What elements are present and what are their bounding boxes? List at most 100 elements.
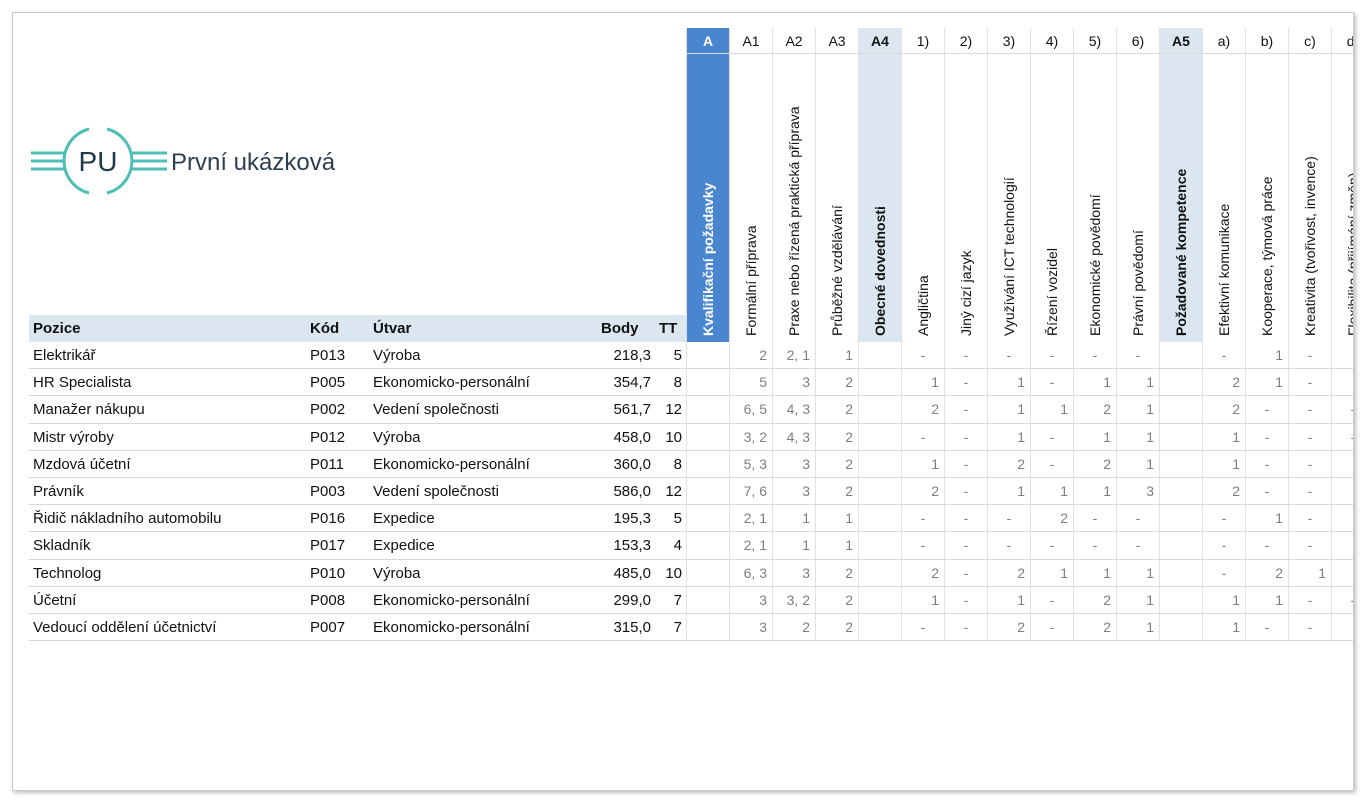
criterion-label-text: Ekonomické povědomí	[1087, 194, 1103, 336]
cell: P017	[306, 532, 369, 560]
cell: Skladník	[29, 532, 306, 560]
criterion-code: a)	[1202, 28, 1245, 54]
criterion-label: Praxe nebo řízená praktická příprava	[772, 54, 815, 342]
score-cell: 1	[987, 478, 1030, 506]
criterion-label: Využívání ICT technologií	[987, 54, 1030, 342]
score-cell: 1	[1116, 450, 1159, 478]
score-cell: -	[1073, 342, 1116, 370]
criterion-label: Průběžné vzdělávání	[815, 54, 858, 342]
score-cell: 2	[1202, 478, 1245, 506]
cell: 195,3	[597, 505, 655, 533]
cell: Vedení společnosti	[369, 396, 597, 424]
score-cell	[686, 396, 729, 424]
score-cell: 5, 3	[729, 450, 772, 478]
cell: 5	[655, 342, 686, 370]
cell: P012	[306, 424, 369, 451]
score-cell: 1	[987, 586, 1030, 614]
criterion-label-text: Průběžné vzdělávání	[829, 205, 845, 336]
score-cell: 2	[815, 586, 858, 614]
score-cell	[686, 614, 729, 642]
score-cell: -	[901, 532, 944, 560]
score-cell: 3	[772, 478, 815, 506]
score-cell: -	[944, 369, 987, 397]
cell: Vedoucí oddělení účetnictví	[29, 614, 306, 642]
cell: 315,0	[597, 614, 655, 642]
criterion-label-text: Kooperace, týmová práce	[1259, 176, 1275, 336]
score-cell	[858, 423, 901, 451]
score-cell	[686, 342, 729, 370]
score-cell: 1	[1202, 614, 1245, 642]
score-cell	[858, 450, 901, 478]
score-cell: 2	[1202, 369, 1245, 397]
criterion-code: A3	[815, 28, 858, 54]
cell: Ekonomicko-personální	[369, 587, 597, 614]
criterion-label: Formální příprava	[729, 54, 772, 342]
cell: P013	[306, 342, 369, 370]
score-cell: 1	[1116, 369, 1159, 397]
criterion-label-text: Právní povědomí	[1130, 230, 1146, 336]
score-cell: -	[1331, 423, 1353, 451]
criterion-code: 1)	[901, 28, 944, 54]
score-cell: 7, 6	[729, 478, 772, 506]
criterion-label: Kvalifikační požadavky	[686, 54, 729, 342]
score-cell: 1	[1245, 342, 1288, 370]
score-cell	[858, 614, 901, 642]
score-cell	[1159, 396, 1202, 424]
score-cell	[686, 532, 729, 560]
score-cell: -	[1073, 532, 1116, 560]
cell: Ekonomicko-personální	[369, 369, 597, 397]
score-cell: 1	[772, 505, 815, 533]
score-cell	[1331, 342, 1353, 370]
score-cell: 2	[815, 614, 858, 642]
score-cell: -	[1116, 342, 1159, 370]
score-cell: 1	[1202, 450, 1245, 478]
cell: 10	[655, 560, 686, 587]
score-cell	[858, 532, 901, 560]
score-cell: -	[1030, 532, 1073, 560]
cell: 360,0	[597, 451, 655, 478]
score-cell: 4, 3	[772, 396, 815, 424]
score-cell: -	[1030, 369, 1073, 397]
score-cell: -	[1288, 369, 1331, 397]
score-cell: -	[1030, 423, 1073, 451]
cell: 8	[655, 451, 686, 478]
cell: Výroba	[369, 342, 597, 370]
logo: PU První ukázková	[31, 127, 336, 195]
score-cell: -	[1288, 396, 1331, 424]
logo-name: První ukázková	[171, 149, 336, 176]
cell: Ekonomicko-personální	[369, 451, 597, 478]
score-cell: 5	[729, 369, 772, 397]
cell: 561,7	[597, 396, 655, 424]
score-cell: -	[1288, 505, 1331, 533]
criterion-label: Obecné dovednosti	[858, 54, 901, 342]
criterion-label-text: Angličtina	[915, 275, 931, 336]
score-cell	[1331, 614, 1353, 642]
criterion-code: A5	[1159, 28, 1202, 54]
score-cell: -	[1202, 532, 1245, 560]
sheet: PU První ukázková Pozice Kód Útvar Body TT A K…	[12, 12, 1354, 791]
cell: Elektrikář	[29, 342, 306, 370]
cell: 586,0	[597, 478, 655, 506]
score-cell	[686, 423, 729, 451]
cell: Výroba	[369, 424, 597, 451]
score-cell: 1	[1073, 478, 1116, 506]
logo-mark: PU	[79, 146, 118, 177]
score-cell: 1	[1116, 559, 1159, 587]
score-cell: 1	[1030, 396, 1073, 424]
score-cell: 1	[987, 423, 1030, 451]
score-cell: -	[987, 342, 1030, 370]
score-cell: -	[1288, 478, 1331, 506]
criterion-code: A	[686, 28, 729, 54]
score-cell: 1	[815, 505, 858, 533]
cell: 458,0	[597, 424, 655, 451]
score-cell: 2, 1	[729, 532, 772, 560]
logo-mark-shape	[31, 127, 167, 195]
score-cell	[1331, 478, 1353, 506]
criterion-label-text: Požadované kompetence	[1173, 168, 1189, 336]
cell: P007	[306, 614, 369, 642]
criterion-code: A4	[858, 28, 901, 54]
cell: Expedice	[369, 505, 597, 533]
score-cell: -	[944, 478, 987, 506]
score-cell: -	[1116, 532, 1159, 560]
score-cell	[1159, 586, 1202, 614]
